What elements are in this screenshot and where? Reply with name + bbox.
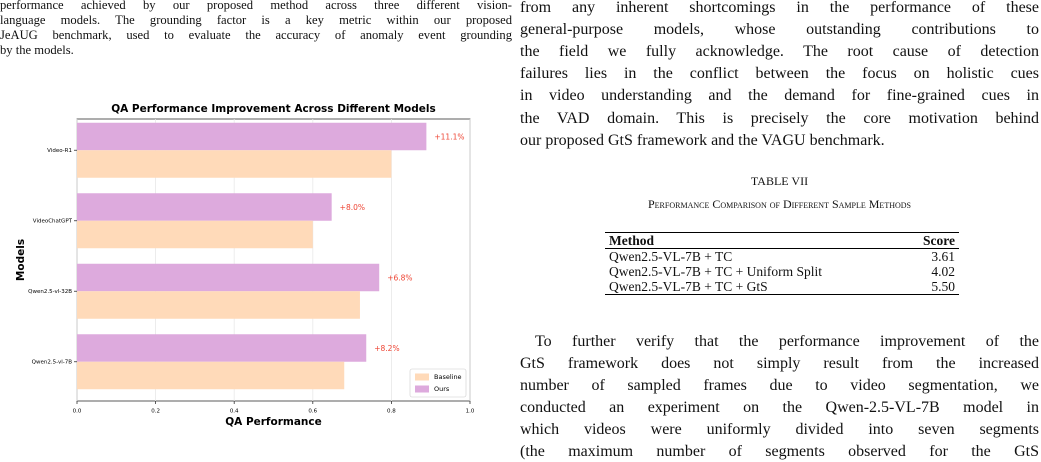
legend-swatch: [415, 373, 429, 381]
text-line: number of sampled frames due to video se…: [520, 377, 1039, 394]
annotation: +11.1%: [434, 133, 464, 142]
x-tick-label: 0.4: [230, 409, 239, 415]
table-row: Qwen2.5-VL-7B + TC + GtS 5.50: [605, 279, 959, 295]
table-caption: Performance Comparison of Different Samp…: [648, 197, 911, 211]
text-line: conducted an experiment on the Qwen-2.5-…: [520, 399, 1039, 416]
annotation: +8.0%: [340, 203, 365, 212]
text-line: the VAD domain. This is precisely the co…: [520, 109, 1039, 127]
cell: 3.61: [931, 249, 955, 264]
bar: [77, 150, 392, 178]
text-line: To further verify that the performance i…: [535, 333, 1039, 350]
legend-label: Ours: [434, 385, 450, 393]
header-cell: Method: [605, 232, 905, 249]
text-line: which videos were uniformly divided into…: [520, 421, 1039, 438]
x-axis-label: QA Performance: [225, 416, 322, 428]
bar: [77, 361, 345, 390]
bar: [77, 263, 380, 292]
text-line: the field we fully acknowledge. The root…: [520, 43, 1039, 61]
bar: [77, 220, 313, 249]
text-line: GtS framework does not simply result fro…: [520, 355, 1039, 372]
table-label: TABLE VII: [750, 174, 809, 188]
text-line: (the maximum number of segments observed…: [520, 443, 1039, 460]
x-tick-label: 1.0: [466, 409, 475, 415]
table-row: Qwen2.5-VL-7B + TC 3.61: [605, 249, 959, 265]
x-tick-label: 0.6: [308, 409, 317, 415]
table-body: Qwen2.5-VL-7B + TC 3.61 Qwen2.5-VL-7B + TC…: [605, 249, 959, 295]
table-header: Method Score: [605, 232, 959, 249]
cell: Qwen2.5-VL-7B + TC + Uniform Split: [609, 264, 822, 279]
text-line: in video understanding and the demand fo…: [520, 87, 1039, 105]
cell: Qwen2.5-VL-7B + TC + GtS: [605, 279, 905, 295]
table-row: Qwen2.5-VL-7B + TC + Uniform Split 4.02: [605, 264, 959, 279]
text-line: failures lies in the conflict between th…: [520, 65, 1039, 83]
y-axis-label: Models: [15, 239, 27, 281]
bar: [77, 122, 427, 151]
legend-label: Baseline: [434, 373, 462, 381]
x-tick-label: 0.0: [73, 409, 82, 415]
text-line: performance achieved by our proposed met…: [0, 0, 512, 12]
y-tick-label: Qwen2.5-vl-7B: [32, 359, 73, 365]
x-tick-label: 0.2: [151, 409, 160, 415]
x-tick-label: 0.8: [387, 409, 396, 415]
bar: [77, 334, 367, 362]
text-line: by the models.: [0, 43, 74, 57]
text-line: from any inherent shortcomings in the pe…: [520, 0, 1039, 16]
y-tick-label: Video-R1: [47, 148, 72, 154]
chart-title: QA Performance Improvement Across Differ…: [111, 103, 436, 115]
text-line: JeAUG benchmark, used to evaluate the ac…: [0, 28, 512, 42]
cell: 4.02: [931, 264, 955, 279]
bar: [77, 291, 360, 319]
chart: QA Performance Improvement Across Differ…: [15, 103, 475, 428]
text-line: general-purpose models, whose outstandin…: [520, 21, 1039, 39]
y-tick-label: Qwen2.5-vl-32B: [28, 289, 72, 295]
annotation: +8.2%: [374, 344, 399, 353]
text-line: our proposed GtS framework and the VAGU …: [520, 131, 885, 149]
annotation: +6.8%: [387, 274, 412, 283]
bar: [77, 193, 332, 221]
text-line: language models. The grounding factor is…: [0, 13, 512, 27]
table: Method Score Qwen2.5-VL-7B + TC 3.61 Qwen2.…: [605, 232, 959, 295]
y-tick-label: VideoChatGPT: [33, 218, 73, 224]
cell: Qwen2.5-VL-7B + TC: [609, 249, 733, 264]
header-cell: Score: [904, 232, 959, 249]
cell: 5.50: [904, 279, 959, 295]
legend-swatch: [415, 385, 429, 393]
